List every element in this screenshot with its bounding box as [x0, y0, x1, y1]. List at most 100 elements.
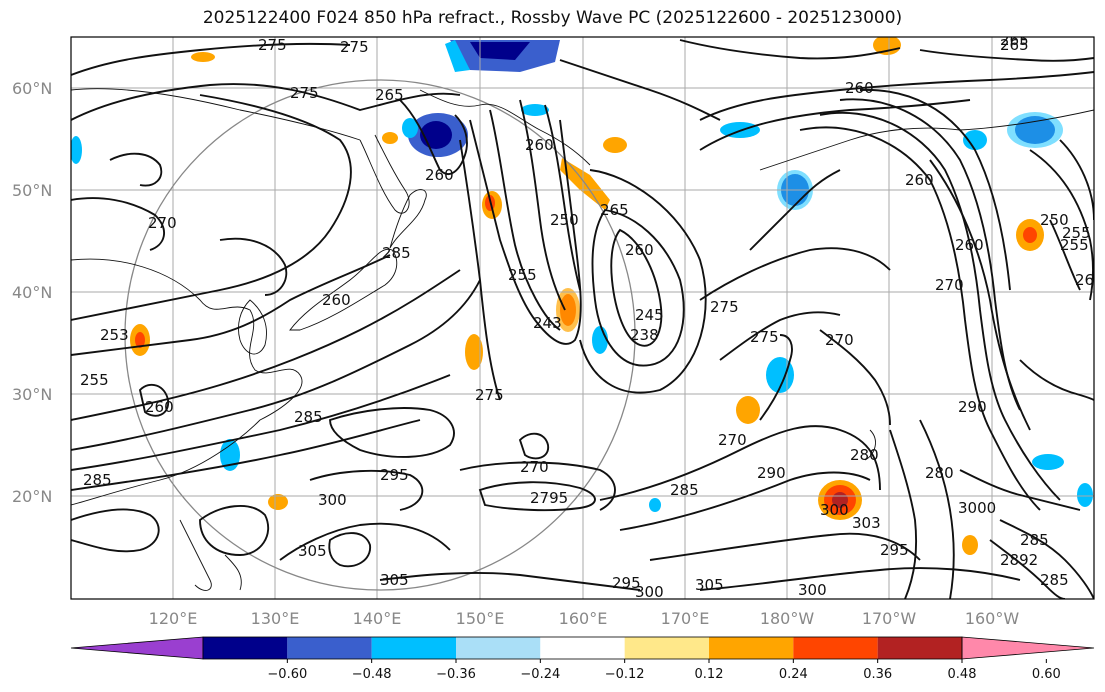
contour-label: 260 — [525, 136, 554, 154]
anomaly-patch — [268, 494, 288, 510]
contour-label: 290 — [757, 464, 786, 482]
contour-label: 270 — [825, 331, 854, 349]
contour-labels: 275 275 265 260 275 265 260 260 270 285 … — [80, 31, 1104, 601]
colorbar-tick-label: −0.24 — [520, 667, 560, 682]
lat-tick-label: 60°N — [12, 79, 52, 98]
contour-label: 260 — [145, 398, 174, 416]
longitude-ticks: 120°E 130°E 140°E 150°E 160°E 170°E 180°… — [149, 609, 1020, 628]
contour-label: 2795 — [530, 489, 568, 507]
colorbar-tick-label: 0.36 — [863, 667, 892, 682]
colorbar-segment — [624, 637, 709, 659]
lon-tick-label: 180°W — [760, 609, 815, 628]
latitude-ticks: 60°N 50°N 40°N 30°N 20°N — [12, 79, 52, 506]
contour-label: 300 — [798, 581, 827, 599]
anomaly-patch — [1077, 483, 1093, 507]
lon-tick-label: 160°W — [965, 609, 1020, 628]
contour-label: 265 — [1000, 36, 1029, 54]
coastlines — [71, 88, 1094, 591]
anomaly-patch — [521, 104, 549, 116]
contour-label: 305 — [695, 576, 724, 594]
anomaly-patch — [135, 332, 145, 348]
colorbar-segment — [371, 637, 456, 659]
colorbar-segment — [709, 637, 794, 659]
lat-tick-label: 30°N — [12, 385, 52, 404]
lon-tick-label: 170°E — [661, 609, 710, 628]
contour-label: 250 — [1040, 211, 1069, 229]
contour-label: 295 — [880, 541, 909, 559]
colorbar-extend-low — [70, 636, 204, 660]
contour-label: 253 — [100, 326, 129, 344]
colorbar-segment — [877, 637, 962, 659]
contour-label: 260 — [425, 166, 454, 184]
contour-label: 285 — [382, 244, 411, 262]
anomaly-patch — [963, 130, 987, 150]
gridlines — [71, 37, 1094, 599]
anomaly-patch — [736, 396, 760, 424]
contour-label: 3000 — [958, 499, 996, 517]
contour-label: 275 — [290, 84, 319, 102]
contour-label: 303 — [852, 514, 881, 532]
lat-tick-label: 50°N — [12, 181, 52, 200]
colorbar-tick-label: 0.60 — [1032, 667, 1061, 682]
lat-tick-label: 20°N — [12, 487, 52, 506]
contour-label: 285 — [294, 408, 323, 426]
lon-tick-label: 170°W — [862, 609, 917, 628]
contour-label: 275 — [258, 36, 287, 54]
contour-label: 260 — [905, 171, 934, 189]
contour-label: 250 — [550, 211, 579, 229]
contour-label: 260 — [1075, 271, 1104, 289]
contour-label: 255 — [1062, 224, 1091, 242]
colorbar-extend-high — [961, 636, 1095, 660]
contour-label: 285 — [670, 481, 699, 499]
lon-tick-label: 130°E — [251, 609, 300, 628]
contour-label: 260 — [625, 241, 654, 259]
contour-label: 260 — [322, 291, 351, 309]
colorbar-segment — [793, 637, 878, 659]
contour-label: 260 — [845, 79, 874, 97]
anomaly-patch — [470, 42, 530, 60]
plot-frame — [70, 36, 1095, 600]
contour-label: 280 — [925, 464, 954, 482]
contour-label: 300 — [635, 583, 664, 601]
contour-label: 290 — [958, 398, 987, 416]
contour-label: 285 — [1020, 531, 1049, 549]
colorbar-tick-label: −0.48 — [352, 667, 392, 682]
colorbar-tick-label: 0.24 — [779, 667, 808, 682]
contour-label: 2892 — [1000, 551, 1038, 569]
colorbar: −0.60 −0.48 −0.36 −0.24 −0.12 0.12 0.24 0.36 0.4… — [70, 636, 1095, 682]
contour-label: 265 — [1000, 31, 1029, 49]
contour-label: 305 — [298, 542, 327, 560]
anomaly-patch — [1032, 454, 1064, 470]
anomaly-patch — [1007, 112, 1063, 148]
colorbar-tick-label: 0.12 — [695, 667, 724, 682]
anomaly-patch — [962, 535, 978, 555]
anomaly-patch — [603, 137, 627, 153]
contour-label: 255 — [508, 266, 537, 284]
contour-label: 255 — [1060, 236, 1089, 254]
contour-label: 285 — [1040, 571, 1069, 589]
contour-label: 270 — [718, 431, 747, 449]
contour-label: 300 — [820, 501, 849, 519]
colorbar-segment — [203, 637, 288, 659]
contour-label: 300 — [318, 491, 347, 509]
contour-label: 265 — [375, 86, 404, 104]
contour-label: 238 — [630, 326, 659, 344]
colorbar-tick-label: −0.60 — [267, 667, 307, 682]
contour-lines — [71, 39, 1094, 599]
anomaly-patch — [1023, 227, 1037, 243]
contour-label: 275 — [710, 298, 739, 316]
lon-tick-label: 120°E — [149, 609, 198, 628]
colorbar-frame — [202, 636, 963, 660]
contour-label: 270 — [935, 276, 964, 294]
contour-label: 275 — [475, 386, 504, 404]
anomaly-patch — [465, 334, 483, 370]
anomaly-patch — [382, 132, 398, 144]
contour-label: 270 — [520, 458, 549, 476]
map-title: 2025122400 F024 850 hPa refract., Rossby… — [202, 8, 903, 28]
contour-label: 243 — [533, 314, 562, 332]
contour-label: 280 — [850, 446, 879, 464]
contour-label: 260 — [955, 236, 984, 254]
contour-label: 245 — [635, 306, 664, 324]
colorbar-tick-label: −0.12 — [605, 667, 645, 682]
